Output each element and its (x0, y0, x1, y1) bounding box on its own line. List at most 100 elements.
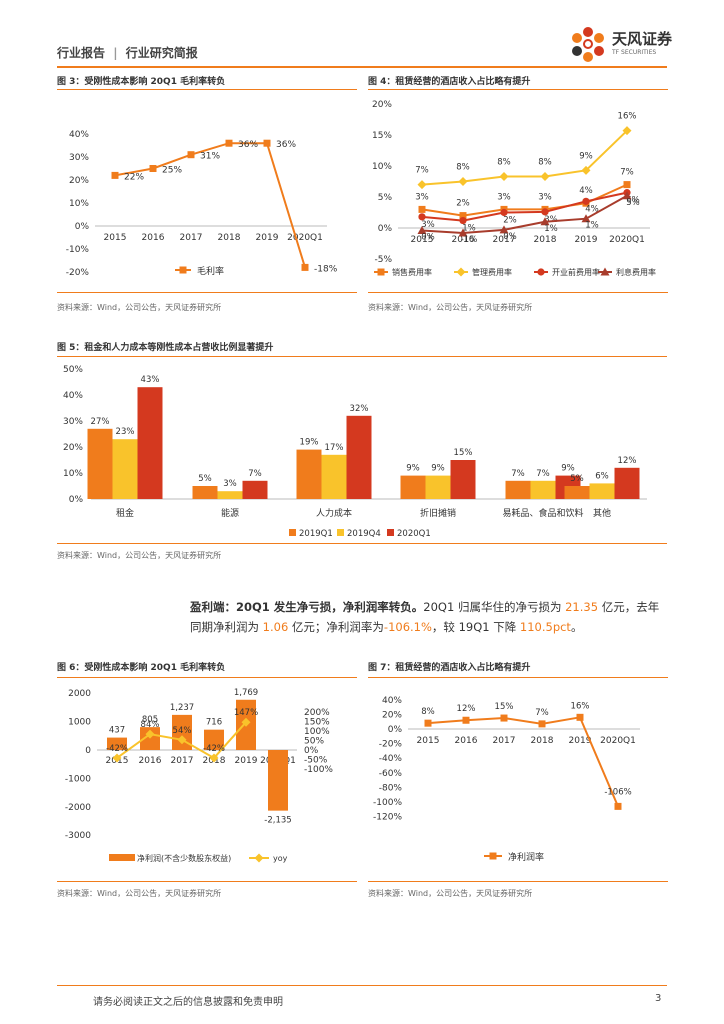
bar (346, 415, 372, 499)
footer-disclaimer: 请务必阅读正文之后的信息披露和免责申明 (93, 997, 283, 1008)
header-category: 行业报告 (57, 46, 106, 60)
data-point (622, 126, 632, 136)
x-tick-label: 2017 (493, 736, 516, 746)
data-point (576, 713, 584, 721)
y-tick-label: 15% (372, 131, 392, 141)
paragraph-text: 亿元，去年同期净利润为 (190, 600, 660, 634)
data-label: 2% (456, 199, 470, 209)
data-point (541, 208, 549, 216)
data-point (417, 225, 427, 234)
x-tick-label: 2015 (411, 235, 434, 245)
data-label: 5% (626, 198, 640, 208)
y-tick-label: 40% (69, 130, 89, 140)
fig7-source: 资料来源：Wind，公司公告，天风证券研究所 (368, 889, 533, 898)
bar-label: 716 (206, 718, 222, 728)
y-tick-label: -2000 (65, 803, 91, 813)
x-tick-label: 2019 (569, 736, 592, 746)
y-tick-label: -100% (373, 798, 402, 808)
data-label: 3% (544, 215, 558, 225)
data-label: 8% (456, 163, 470, 173)
bar (137, 387, 163, 499)
y2-tick-label: -100% (304, 765, 333, 775)
data-label: 36% (238, 140, 258, 150)
fig3-chart: 40% 30% 20% 10% 0% -10% -20% 2015 2016 2017 2018 20… (66, 130, 338, 278)
x-tick-label: 2018 (531, 736, 554, 746)
bar-label: -2,135 (264, 816, 291, 826)
data-label: 0% (503, 232, 517, 242)
data-point (459, 216, 467, 225)
bar (107, 737, 127, 750)
data-label: 15% (454, 448, 473, 458)
data-label: 1% (462, 224, 476, 234)
data-label: 7% (511, 469, 525, 479)
bar (589, 483, 615, 499)
data-label: 16% (618, 112, 637, 122)
data-point (418, 213, 426, 221)
yoy-point (177, 735, 187, 745)
bar-label: 1,769 (234, 688, 258, 698)
x-tick-label: 其他 (593, 507, 611, 519)
x-tick-label: 2016 (139, 756, 162, 766)
data-label: 12% (618, 456, 637, 466)
data-point (581, 165, 591, 175)
data-label: 31% (200, 152, 220, 162)
y-tick-label: 20% (382, 710, 402, 720)
legend-label: 销售费用率 (392, 267, 432, 277)
data-point (458, 177, 468, 186)
bar (530, 480, 556, 499)
x-tick-label: 2017 (171, 756, 194, 766)
data-label: 32% (350, 404, 369, 414)
legend-marker (456, 267, 466, 277)
y-tick-label: 30% (63, 417, 83, 427)
x-tick-label: 2017 (180, 233, 203, 243)
data-label: 43% (141, 375, 160, 385)
fig6-chart: 2000 1000 0 -1000 -2000 -3000 200%150%100%50%0… (65, 688, 334, 863)
y-tick-label: -10% (66, 245, 90, 255)
x-tick-label: 2015 (417, 736, 440, 746)
y-tick-label: 0% (75, 222, 90, 232)
x-tick-label: 2019 (235, 756, 258, 766)
x-tick-label: 能源 (221, 507, 239, 519)
y-tick-label: 10% (372, 162, 392, 172)
report-header: 行业报告 | 行业研究简报 (57, 44, 198, 61)
y-tick-label: 40% (63, 391, 83, 401)
fig5-title: 图 5：租金和人力成本等刚性成本占营收比例显著提升 (57, 343, 274, 353)
data-point (499, 172, 509, 182)
legend-label: 开业前费用率 (552, 267, 600, 277)
series-line (421, 129, 628, 186)
fig5-chart: 50% 40% 30% 20% 10% 0% 27% 23% 43% 租金 5% 3% 7% 能源 19% 1… (63, 365, 647, 539)
y-tick-label: -80% (379, 783, 403, 793)
data-point (500, 714, 508, 722)
body-paragraph: 盈利端：20Q1 发生净亏损，净利润率转负。20Q1 归属华住的净亏损为 21.… (190, 597, 670, 637)
fig6-title: 图 6：受刚性成本影响 20Q1 毛利率转负 (57, 663, 226, 673)
fig4-title-rule (368, 89, 668, 90)
x-tick-label: 2016 (455, 736, 478, 746)
legend-swatch (337, 529, 344, 536)
fig7-title: 图 7：租赁经营的酒店收入占比略有提升 (368, 663, 531, 673)
series-line (114, 142, 306, 268)
bar (268, 750, 288, 811)
data-label: 1% (544, 224, 558, 234)
data-label: 8% (497, 158, 511, 168)
y-tick-label: 10% (69, 199, 89, 209)
x-tick-label: 2020Q1 (609, 235, 645, 245)
data-label: -1% (461, 235, 478, 245)
yoy-point (241, 717, 251, 727)
bar (192, 486, 218, 499)
data-point (458, 228, 468, 237)
legend-marker (600, 267, 610, 276)
x-tick-label: 折旧摊销 (420, 507, 456, 519)
y-tick-label: 50% (63, 365, 83, 375)
x-tick-label: 2019 (575, 235, 598, 245)
page-number: 3 (655, 993, 662, 1004)
data-label: 16% (571, 701, 590, 711)
y-tick-label: 30% (69, 153, 89, 163)
data-label: 1% (585, 221, 599, 231)
paragraph-text: 。 (570, 620, 583, 634)
logo-subtitle: TF SECURITIES (612, 49, 657, 56)
y2-tick-label: -50% (304, 755, 328, 765)
bar-label: 805 (142, 715, 158, 725)
bar (296, 449, 322, 499)
x-tick-label: 人力成本 (316, 507, 352, 519)
y-tick-label: -1000 (65, 774, 91, 784)
